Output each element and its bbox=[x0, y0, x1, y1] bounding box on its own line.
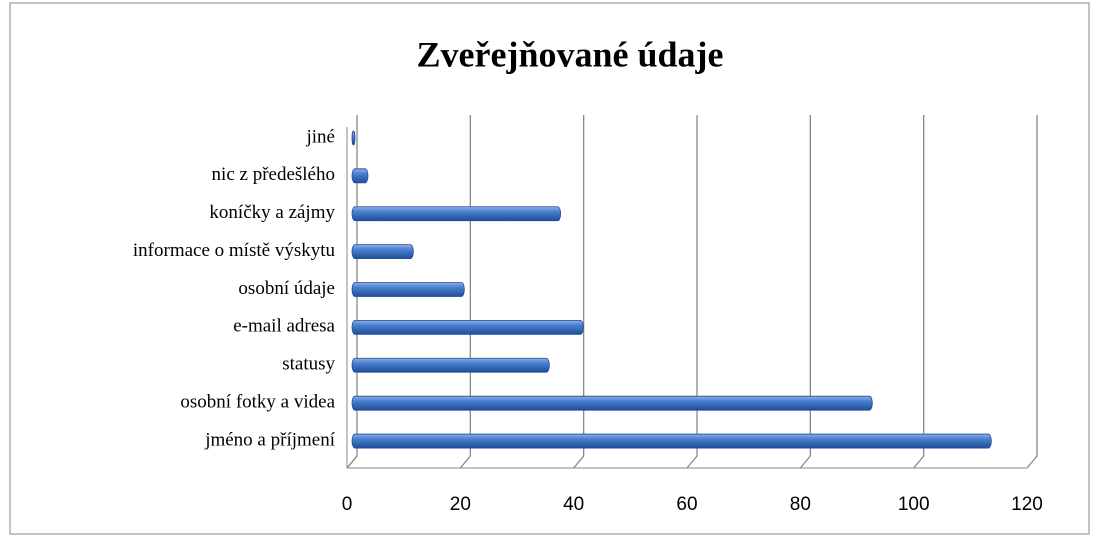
y-tick-label: jiné bbox=[306, 126, 336, 147]
bar bbox=[351, 357, 550, 373]
bar bbox=[351, 433, 992, 449]
grid-line bbox=[686, 115, 698, 469]
bar bbox=[351, 130, 356, 146]
grid-line bbox=[573, 115, 585, 469]
y-tick-label: jméno a příjmení bbox=[204, 429, 336, 450]
chart-border bbox=[9, 2, 1090, 535]
y-tick-label: e-mail adresa bbox=[233, 316, 335, 337]
x-tick-label: 40 bbox=[563, 494, 584, 515]
x-tick-label: 0 bbox=[342, 494, 353, 515]
x-tick-label: 120 bbox=[1011, 494, 1043, 515]
x-tick-label: 100 bbox=[898, 494, 930, 515]
y-tick-label: nic z předešlého bbox=[212, 164, 335, 185]
y-tick-label: informace o místě výskytu bbox=[133, 240, 336, 261]
grid-line bbox=[799, 115, 811, 469]
chart-title: Zveřejňované údaje bbox=[417, 34, 724, 74]
grid-line bbox=[346, 115, 358, 469]
x-tick-label: 80 bbox=[790, 494, 811, 515]
grid-line bbox=[459, 115, 471, 469]
y-tick-label: statusy bbox=[282, 354, 335, 375]
bar bbox=[351, 319, 584, 335]
y-tick-label: koníčky a zájmy bbox=[209, 202, 335, 223]
bar bbox=[351, 206, 562, 222]
bar bbox=[351, 168, 369, 184]
bar bbox=[351, 395, 873, 411]
grid-line bbox=[1026, 115, 1038, 469]
grid-line bbox=[913, 115, 925, 469]
bar bbox=[351, 282, 465, 297]
bar bbox=[351, 244, 414, 260]
y-tick-label: osobní údaje bbox=[238, 278, 335, 299]
y-tick-label: osobní fotky a videa bbox=[180, 392, 335, 413]
x-tick-label: 20 bbox=[450, 494, 471, 515]
x-tick-label: 60 bbox=[676, 494, 697, 515]
